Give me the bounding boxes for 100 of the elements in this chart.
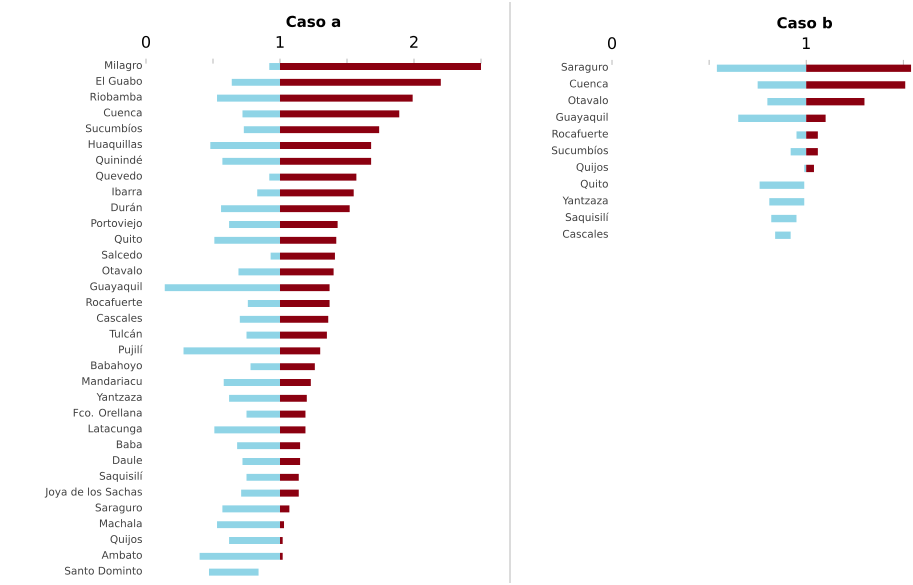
bar	[280, 63, 482, 70]
bar	[217, 521, 280, 528]
bar	[269, 174, 280, 181]
bar	[280, 474, 299, 481]
bar	[200, 552, 280, 560]
y-tick-label: Quijos	[110, 534, 142, 546]
bar	[210, 142, 280, 149]
y-tick-label: Quijos	[576, 162, 608, 174]
y-tick-label: Cuenca	[570, 80, 608, 88]
y-tick-label: Cuenca	[104, 108, 142, 116]
bar	[280, 78, 441, 86]
bar	[246, 474, 280, 481]
bar	[806, 98, 864, 106]
bar	[280, 94, 413, 102]
bar	[280, 394, 307, 402]
y-tick-label: Baba	[116, 440, 142, 448]
x-tick-label: 2	[410, 36, 418, 48]
bar	[771, 214, 796, 222]
bar	[280, 521, 284, 528]
bar	[280, 316, 328, 323]
y-tick-label: Portoviejo	[92, 218, 142, 230]
bar	[280, 552, 283, 560]
y-tick-label: Santo Dominto	[64, 566, 142, 575]
bar	[164, 284, 280, 292]
bar	[760, 181, 804, 189]
y-tick-label: Saquisilí	[100, 471, 143, 482]
bar	[214, 426, 280, 434]
bar	[269, 63, 280, 70]
bar	[280, 537, 283, 544]
y-tick-label: Yantzaza	[562, 196, 608, 204]
y-tick-label: Tulcán	[109, 329, 142, 338]
y-tick-label: Yantzaza	[96, 393, 142, 401]
y-tick-label: Ibarra	[112, 187, 142, 196]
y-tick-label: Latacunga	[88, 424, 142, 434]
y-tick-label: Quito	[114, 234, 142, 244]
bar	[775, 232, 791, 239]
y-tick-label: Saraguro	[96, 504, 142, 514]
bar	[280, 379, 311, 386]
bar	[222, 505, 280, 512]
bar	[246, 332, 280, 339]
y-tick-label: Riobamba	[90, 92, 142, 101]
bar	[229, 394, 280, 402]
y-tick-label: Machala	[100, 519, 142, 528]
bar	[244, 126, 280, 134]
y-tick-label: Huaquillas	[88, 140, 142, 150]
bar	[280, 174, 356, 181]
bar	[738, 114, 806, 122]
y-tick-label: Daule	[113, 456, 142, 464]
bar	[238, 268, 280, 276]
y-tick-label: Sucumbíos	[552, 146, 608, 154]
bar	[806, 131, 818, 139]
bar	[806, 81, 906, 89]
bar	[229, 537, 280, 544]
y-tick-label: Salcedo	[102, 250, 142, 259]
bar	[769, 198, 804, 206]
y-tick-label: Fco. Orellana	[74, 408, 142, 417]
bar	[790, 148, 806, 156]
bar	[280, 142, 372, 149]
bar	[270, 252, 280, 260]
bar	[280, 158, 372, 165]
bar	[280, 363, 315, 370]
y-tick-label: Joya de los Sachas	[44, 488, 142, 498]
bar	[280, 490, 299, 497]
bar	[280, 332, 327, 339]
bar	[232, 78, 280, 86]
bar	[217, 94, 280, 102]
y-tick-label: Babahoyo	[91, 361, 142, 372]
bar	[280, 252, 335, 260]
y-tick-label: Otavalo	[568, 96, 608, 104]
bar	[806, 148, 818, 156]
bar	[280, 221, 338, 228]
bar	[280, 505, 290, 512]
bar	[280, 110, 400, 118]
y-tick-label: Ambato	[102, 550, 142, 559]
bar	[806, 114, 826, 122]
y-tick-label: Sucumbíos	[86, 124, 142, 132]
y-tick-label: Rocafuerte	[86, 298, 142, 306]
bar	[280, 458, 300, 465]
y-tick-label: Quinindé	[96, 155, 142, 166]
bar	[240, 316, 280, 323]
y-tick-label: Milagro	[105, 60, 142, 72]
y-tick-label: Pujilí	[119, 344, 143, 356]
x-tick-label: 1	[276, 36, 284, 48]
bar	[280, 189, 354, 196]
y-tick-label: Cascales	[562, 230, 608, 238]
bar	[280, 236, 336, 244]
bar	[280, 410, 306, 418]
bar	[806, 164, 814, 172]
y-tick-label: El Guabo	[96, 76, 142, 85]
y-tick-label: Saquisilí	[566, 212, 609, 224]
bar	[280, 426, 306, 434]
bar	[716, 64, 806, 72]
chart-title: Caso b	[777, 16, 832, 28]
x-tick-label: 0	[142, 36, 150, 48]
y-tick-label: Quito	[580, 180, 608, 189]
bar	[280, 347, 320, 354]
bar	[242, 458, 280, 465]
bar	[184, 347, 280, 354]
bar	[257, 189, 280, 196]
bar	[280, 284, 330, 292]
